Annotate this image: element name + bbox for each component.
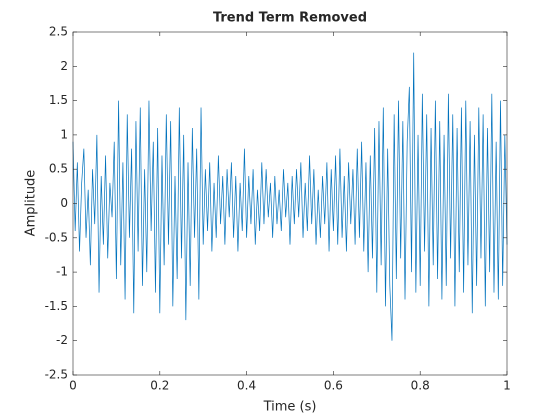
x-tick-label: 0 bbox=[69, 379, 77, 393]
x-axis-label: Time (s) bbox=[263, 400, 317, 415]
y-tick-label: -2 bbox=[56, 333, 68, 347]
y-tick-label: -2.5 bbox=[45, 368, 68, 382]
y-tick-label: -1.5 bbox=[45, 299, 68, 313]
x-tick-label: 0.8 bbox=[411, 379, 430, 393]
y-tick-label: -1 bbox=[56, 265, 68, 279]
y-tick-label: 2 bbox=[60, 59, 68, 73]
x-tick-label: 0.2 bbox=[150, 379, 169, 393]
x-tick-label: 0.4 bbox=[237, 379, 256, 393]
x-tick-label: 0.6 bbox=[324, 379, 343, 393]
y-tick-label: 0.5 bbox=[49, 162, 68, 176]
y-axis-label: Amplitude bbox=[24, 170, 39, 237]
y-tick-label: -0.5 bbox=[45, 230, 68, 244]
y-tick-label: 2.5 bbox=[49, 25, 68, 39]
chart-title: Trend Term Removed bbox=[213, 11, 367, 26]
x-tick-label: 1 bbox=[503, 379, 511, 393]
y-tick-label: 1 bbox=[60, 127, 68, 141]
signal-line bbox=[72, 52, 508, 341]
y-tick-label: 0 bbox=[60, 196, 68, 210]
y-tick-label: 1.5 bbox=[49, 93, 68, 107]
